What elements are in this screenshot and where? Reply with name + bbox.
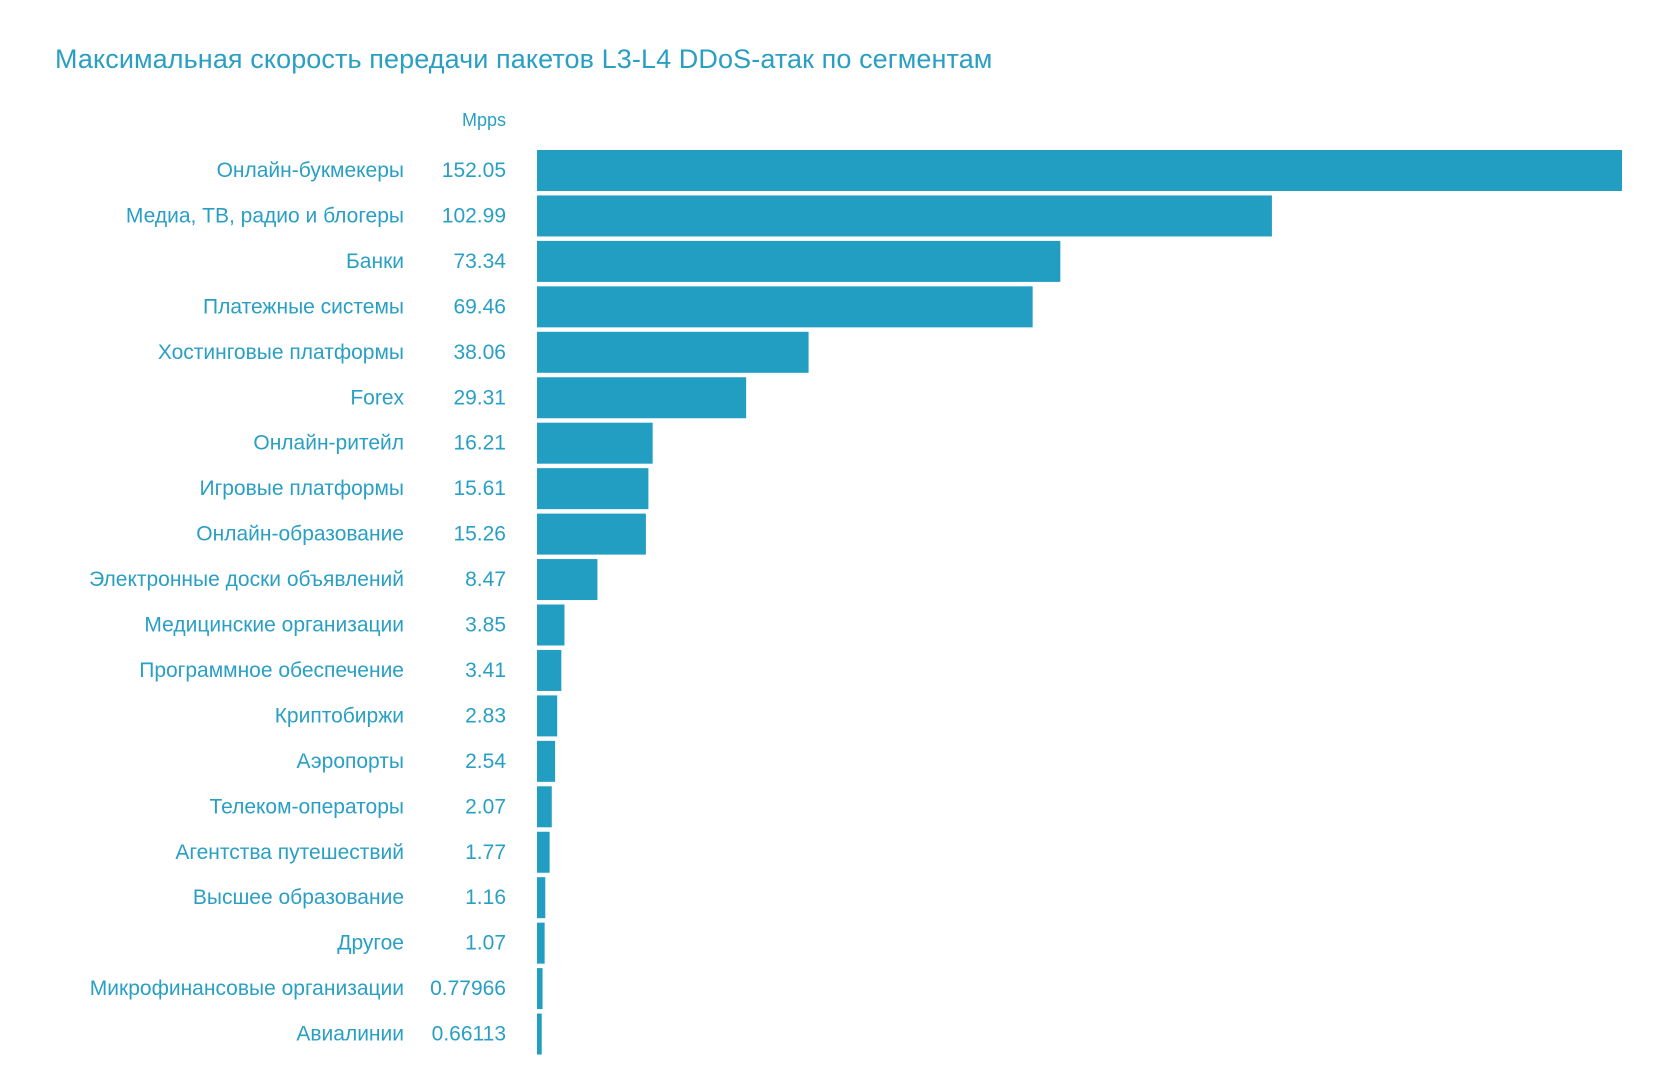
value-label: 8.47: [465, 568, 506, 591]
value-label: 15.26: [453, 523, 506, 546]
value-label: 15.61: [453, 477, 506, 500]
value-label: 69.46: [453, 295, 506, 318]
bar: [537, 240, 1061, 282]
category-label: Онлайн-ритейл: [253, 432, 404, 455]
bar: [537, 150, 1622, 191]
category-label: Высшее образование: [193, 886, 404, 909]
bar: [537, 468, 649, 510]
value-label: 1.77: [465, 841, 506, 864]
value-label: 3.41: [465, 659, 506, 682]
value-label: 3.85: [465, 614, 506, 637]
category-label: Телеком-операторы: [209, 795, 404, 818]
category-label: Онлайн-образование: [196, 523, 404, 546]
bar: [537, 604, 565, 646]
bars: [537, 150, 1622, 1055]
category-label: Криптобиржи: [275, 704, 404, 727]
bar: [537, 877, 546, 919]
category-label: Онлайн-букмекеры: [217, 159, 404, 182]
bar: [537, 331, 809, 373]
category-label: Forex: [350, 386, 404, 409]
value-label: 16.21: [453, 432, 506, 455]
value-label: 2.07: [465, 795, 506, 818]
value-label: 0.66113: [432, 1023, 506, 1046]
value-label: 29.31: [453, 386, 506, 409]
bar: [537, 831, 550, 873]
value-label: 152.05: [442, 159, 506, 182]
value-label: 38.06: [453, 341, 506, 364]
category-label: Банки: [346, 250, 404, 273]
bar: [537, 377, 747, 419]
category-label: Программное обеспечение: [139, 659, 404, 682]
value-label: 2.54: [465, 750, 506, 773]
bar: [537, 968, 543, 1010]
bar: [537, 513, 646, 555]
bar: [537, 649, 562, 691]
value-label: 0.77966: [430, 977, 506, 1000]
value-label: 102.99: [442, 204, 506, 227]
unit-label: Mpps: [461, 110, 506, 130]
bar: [537, 195, 1272, 237]
value-labels: 152.05 102.99 73.34 69.46 38.06 29.31 16.21 15.…: [430, 159, 506, 1046]
bar: [537, 695, 558, 737]
category-label: Другое: [337, 932, 404, 955]
value-label: 1.07: [465, 932, 506, 955]
bar: [537, 286, 1033, 328]
category-label: Электронные доски объявлений: [89, 568, 404, 591]
category-label: Хостинговые платформы: [158, 341, 404, 364]
category-label: Микрофинансовые организации: [90, 977, 404, 1000]
bar: [537, 422, 653, 464]
value-label: 2.83: [465, 704, 506, 727]
category-labels: Онлайн-букмекеры Медиа, ТВ, радио и блоге…: [89, 159, 404, 1046]
category-label: Аэропорты: [296, 750, 404, 773]
category-label: Игровые платформы: [199, 477, 404, 500]
category-label: Медицинские организации: [144, 614, 404, 637]
bar: [537, 922, 545, 964]
bar: [537, 1013, 542, 1055]
chart-title: Максимальная скорость передачи пакетов L…: [55, 44, 993, 74]
category-label: Медиа, ТВ, радио и блогеры: [126, 204, 404, 227]
bar: [537, 740, 556, 782]
bar: [537, 559, 598, 601]
category-label: Платежные системы: [203, 295, 404, 318]
bar: [537, 786, 552, 828]
value-label: 1.16: [465, 886, 506, 909]
category-label: Авиалинии: [296, 1023, 404, 1046]
category-label: Агентства путешествий: [175, 841, 404, 864]
value-label: 73.34: [453, 250, 506, 273]
